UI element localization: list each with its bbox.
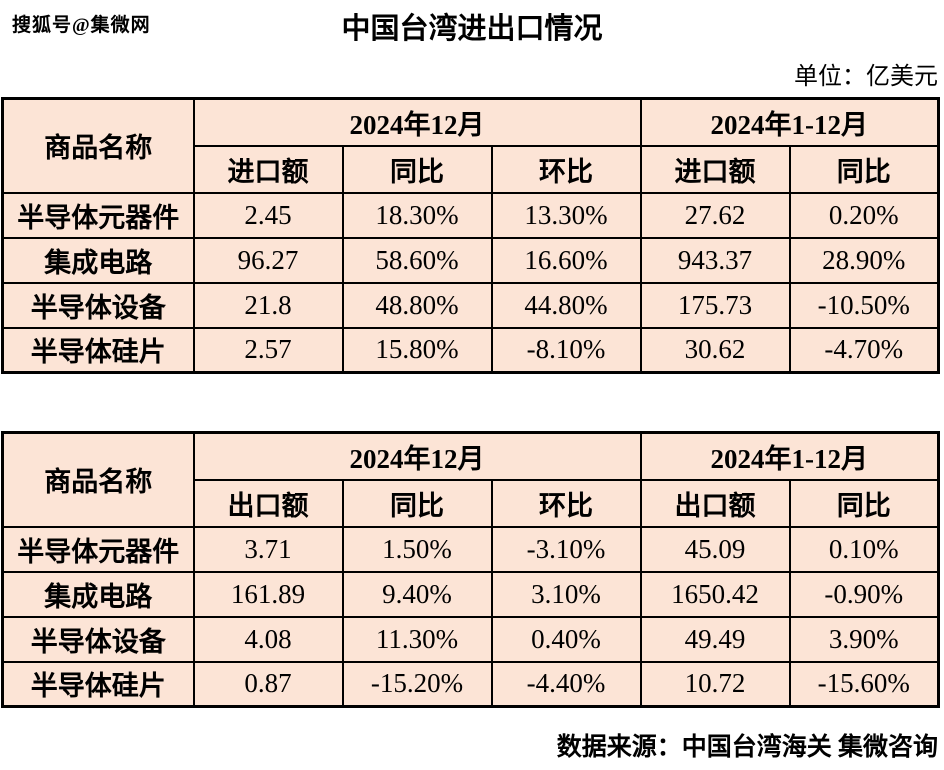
value-cell: 30.62 (639, 326, 791, 374)
value-cell: 1650.42 (639, 570, 791, 618)
import-period-year-header: 2024年1-12月 (639, 97, 940, 147)
value-cell: 49.49 (639, 615, 791, 663)
export-period-year-header: 2024年1-12月 (639, 431, 940, 481)
value-cell: 3.10% (490, 570, 642, 618)
value-cell: 2.45 (192, 191, 344, 239)
value-cell: 3.90% (788, 615, 940, 663)
value-cell: -3.10% (490, 525, 642, 573)
value-cell: 0.20% (788, 191, 940, 239)
value-cell: 161.89 (192, 570, 344, 618)
import-subheader-amount-dec: 进口额 (192, 144, 344, 194)
import-period-dec-header: 2024年12月 (192, 97, 642, 147)
value-cell: 13.30% (490, 191, 642, 239)
table-row: 半导体硅片 2.57 15.80% -8.10% 30.62 -4.70% (1, 326, 940, 374)
value-cell: -8.10% (490, 326, 642, 374)
export-subheader-mom-dec: 环比 (490, 478, 642, 528)
import-product-name-header: 商品名称 (1, 97, 195, 194)
value-cell: 0.10% (788, 525, 940, 573)
value-cell: 15.80% (341, 326, 493, 374)
export-subheader-yoy-year: 同比 (788, 478, 940, 528)
table-row: 半导体元器件 2.45 18.30% 13.30% 27.62 0.20% (1, 191, 940, 239)
table-row: 半导体设备 21.8 48.80% 44.80% 175.73 -10.50% (1, 281, 940, 329)
import-table: 商品名称 2024年12月 2024年1-12月 进口额 同比 环比 进口额 同… (1, 97, 940, 374)
value-cell: -10.50% (788, 281, 940, 329)
row-label: 集成电路 (1, 236, 195, 284)
value-cell: 58.60% (341, 236, 493, 284)
value-cell: 2.57 (192, 326, 344, 374)
value-cell: 175.73 (639, 281, 791, 329)
value-cell: 18.30% (341, 191, 493, 239)
unit-label: 单位：亿美元 (794, 64, 938, 90)
value-cell: 943.37 (639, 236, 791, 284)
value-cell: -15.20% (341, 660, 493, 708)
row-label: 半导体元器件 (1, 525, 195, 573)
row-label: 半导体元器件 (1, 191, 195, 239)
value-cell: 9.40% (341, 570, 493, 618)
value-cell: 11.30% (341, 615, 493, 663)
export-subheader-yoy-dec: 同比 (341, 478, 493, 528)
value-cell: -0.90% (788, 570, 940, 618)
table-row: 半导体元器件 3.71 1.50% -3.10% 45.09 0.10% (1, 525, 940, 573)
row-label: 集成电路 (1, 570, 195, 618)
value-cell: 96.27 (192, 236, 344, 284)
table-row: 半导体硅片 0.87 -15.20% -4.40% 10.72 -15.60% (1, 660, 940, 708)
table-row: 集成电路 161.89 9.40% 3.10% 1650.42 -0.90% (1, 570, 940, 618)
value-cell: -4.40% (490, 660, 642, 708)
value-cell: 27.62 (639, 191, 791, 239)
value-cell: 3.71 (192, 525, 344, 573)
export-product-name-header: 商品名称 (1, 431, 195, 528)
watermark: 搜狐号@集微网 (12, 15, 151, 36)
data-source-note: 数据来源：中国台湾海关 集微咨询 (556, 734, 938, 761)
value-cell: -4.70% (788, 326, 940, 374)
export-subheader-amount-year: 出口额 (639, 478, 791, 528)
value-cell: 48.80% (341, 281, 493, 329)
row-label: 半导体设备 (1, 281, 195, 329)
import-subheader-yoy-year: 同比 (788, 144, 940, 194)
value-cell: 44.80% (490, 281, 642, 329)
import-subheader-yoy-dec: 同比 (341, 144, 493, 194)
import-subheader-amount-year: 进口额 (639, 144, 791, 194)
import-header-row-1: 商品名称 2024年12月 2024年1-12月 (1, 97, 940, 194)
value-cell: -15.60% (788, 660, 940, 708)
import-subheader-mom-dec: 环比 (490, 144, 642, 194)
row-label: 半导体硅片 (1, 660, 195, 708)
export-header-row-2: 出口额 同比 环比 出口额 同比 (3, 478, 940, 528)
export-period-dec-header: 2024年12月 (192, 431, 642, 481)
value-cell: 4.08 (192, 615, 344, 663)
page-title: 中国台湾进出口情况 (341, 13, 603, 45)
value-cell: 0.87 (192, 660, 344, 708)
value-cell: 10.72 (639, 660, 791, 708)
import-header-row-2: 进口额 同比 环比 进口额 同比 (3, 144, 940, 194)
export-table: 商品名称 2024年12月 2024年1-12月 出口额 同比 环比 出口额 同… (1, 431, 940, 708)
value-cell: 21.8 (192, 281, 344, 329)
export-subheader-amount-dec: 出口额 (192, 478, 344, 528)
table-row: 集成电路 96.27 58.60% 16.60% 943.37 28.90% (1, 236, 940, 284)
value-cell: 0.40% (490, 615, 642, 663)
value-cell: 1.50% (341, 525, 493, 573)
table-row: 半导体设备 4.08 11.30% 0.40% 49.49 3.90% (1, 615, 940, 663)
export-header-row-1: 商品名称 2024年12月 2024年1-12月 (1, 431, 940, 528)
value-cell: 28.90% (788, 236, 940, 284)
row-label: 半导体硅片 (1, 326, 195, 374)
row-label: 半导体设备 (1, 615, 195, 663)
value-cell: 16.60% (490, 236, 642, 284)
value-cell: 45.09 (639, 525, 791, 573)
